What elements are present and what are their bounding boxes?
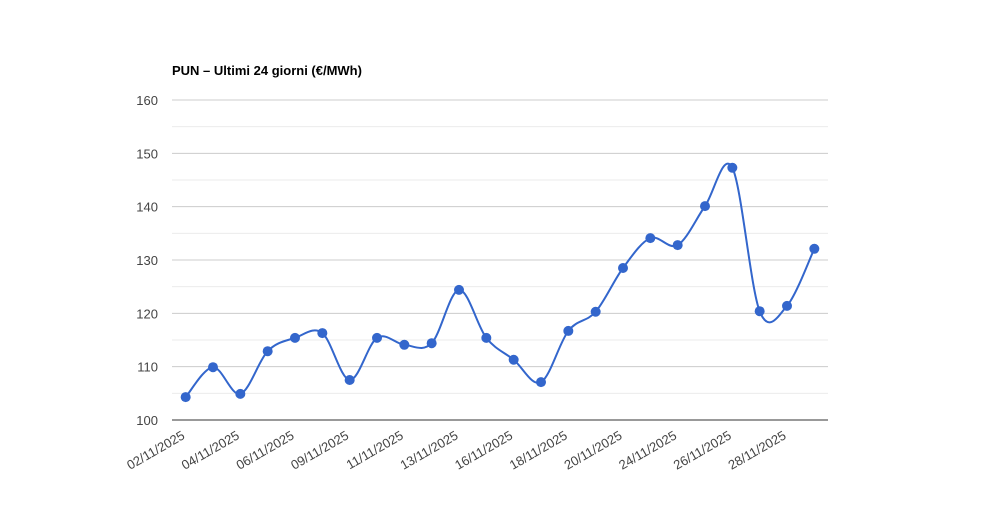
point [399,339,410,350]
y-tick-label: 140 [136,200,158,215]
line [184,163,816,398]
x-tick-label: 28/11/2025 [725,428,788,473]
x-tick-label: 09/11/2025 [288,428,351,473]
y-tick-label: 160 [136,93,158,108]
y-tick-label: 110 [137,360,158,375]
x-tick-label: 04/11/2025 [179,428,242,473]
point [700,201,710,212]
point [754,306,765,317]
point [590,306,601,317]
point [645,233,656,244]
point [618,263,628,273]
point [208,362,218,373]
point [426,338,437,349]
x-tick-label: 26/11/2025 [671,428,734,473]
point [809,243,820,254]
chart-title: PUN – Ultimi 24 giorni (€/MWh) [172,63,362,78]
point [180,392,191,403]
point [344,375,355,385]
y-tick-label: 150 [136,146,158,161]
y-tick-label: 100 [136,413,158,428]
point [508,354,519,365]
x-tick-label: 24/11/2025 [616,428,679,473]
point [454,284,464,295]
point [563,325,574,336]
point [672,240,683,251]
point [536,377,546,388]
point [290,332,300,343]
point [727,162,738,173]
x-tick-label: 18/11/2025 [507,428,570,473]
point [372,332,382,343]
x-tick-label: 02/11/2025 [124,428,187,473]
x-tick-label: 16/11/2025 [452,428,515,473]
x-tick-label: 06/11/2025 [233,428,296,473]
x-tick-label: 20/11/2025 [561,428,624,473]
point [317,328,328,339]
point [262,346,273,357]
point [235,388,246,399]
y-tick-label: 120 [136,306,158,321]
y-tick-label: 130 [136,253,158,268]
point [782,300,792,311]
x-tick-label: 13/11/2025 [397,428,460,473]
point [481,332,492,343]
x-tick-label: 11/11/2025 [344,428,406,473]
